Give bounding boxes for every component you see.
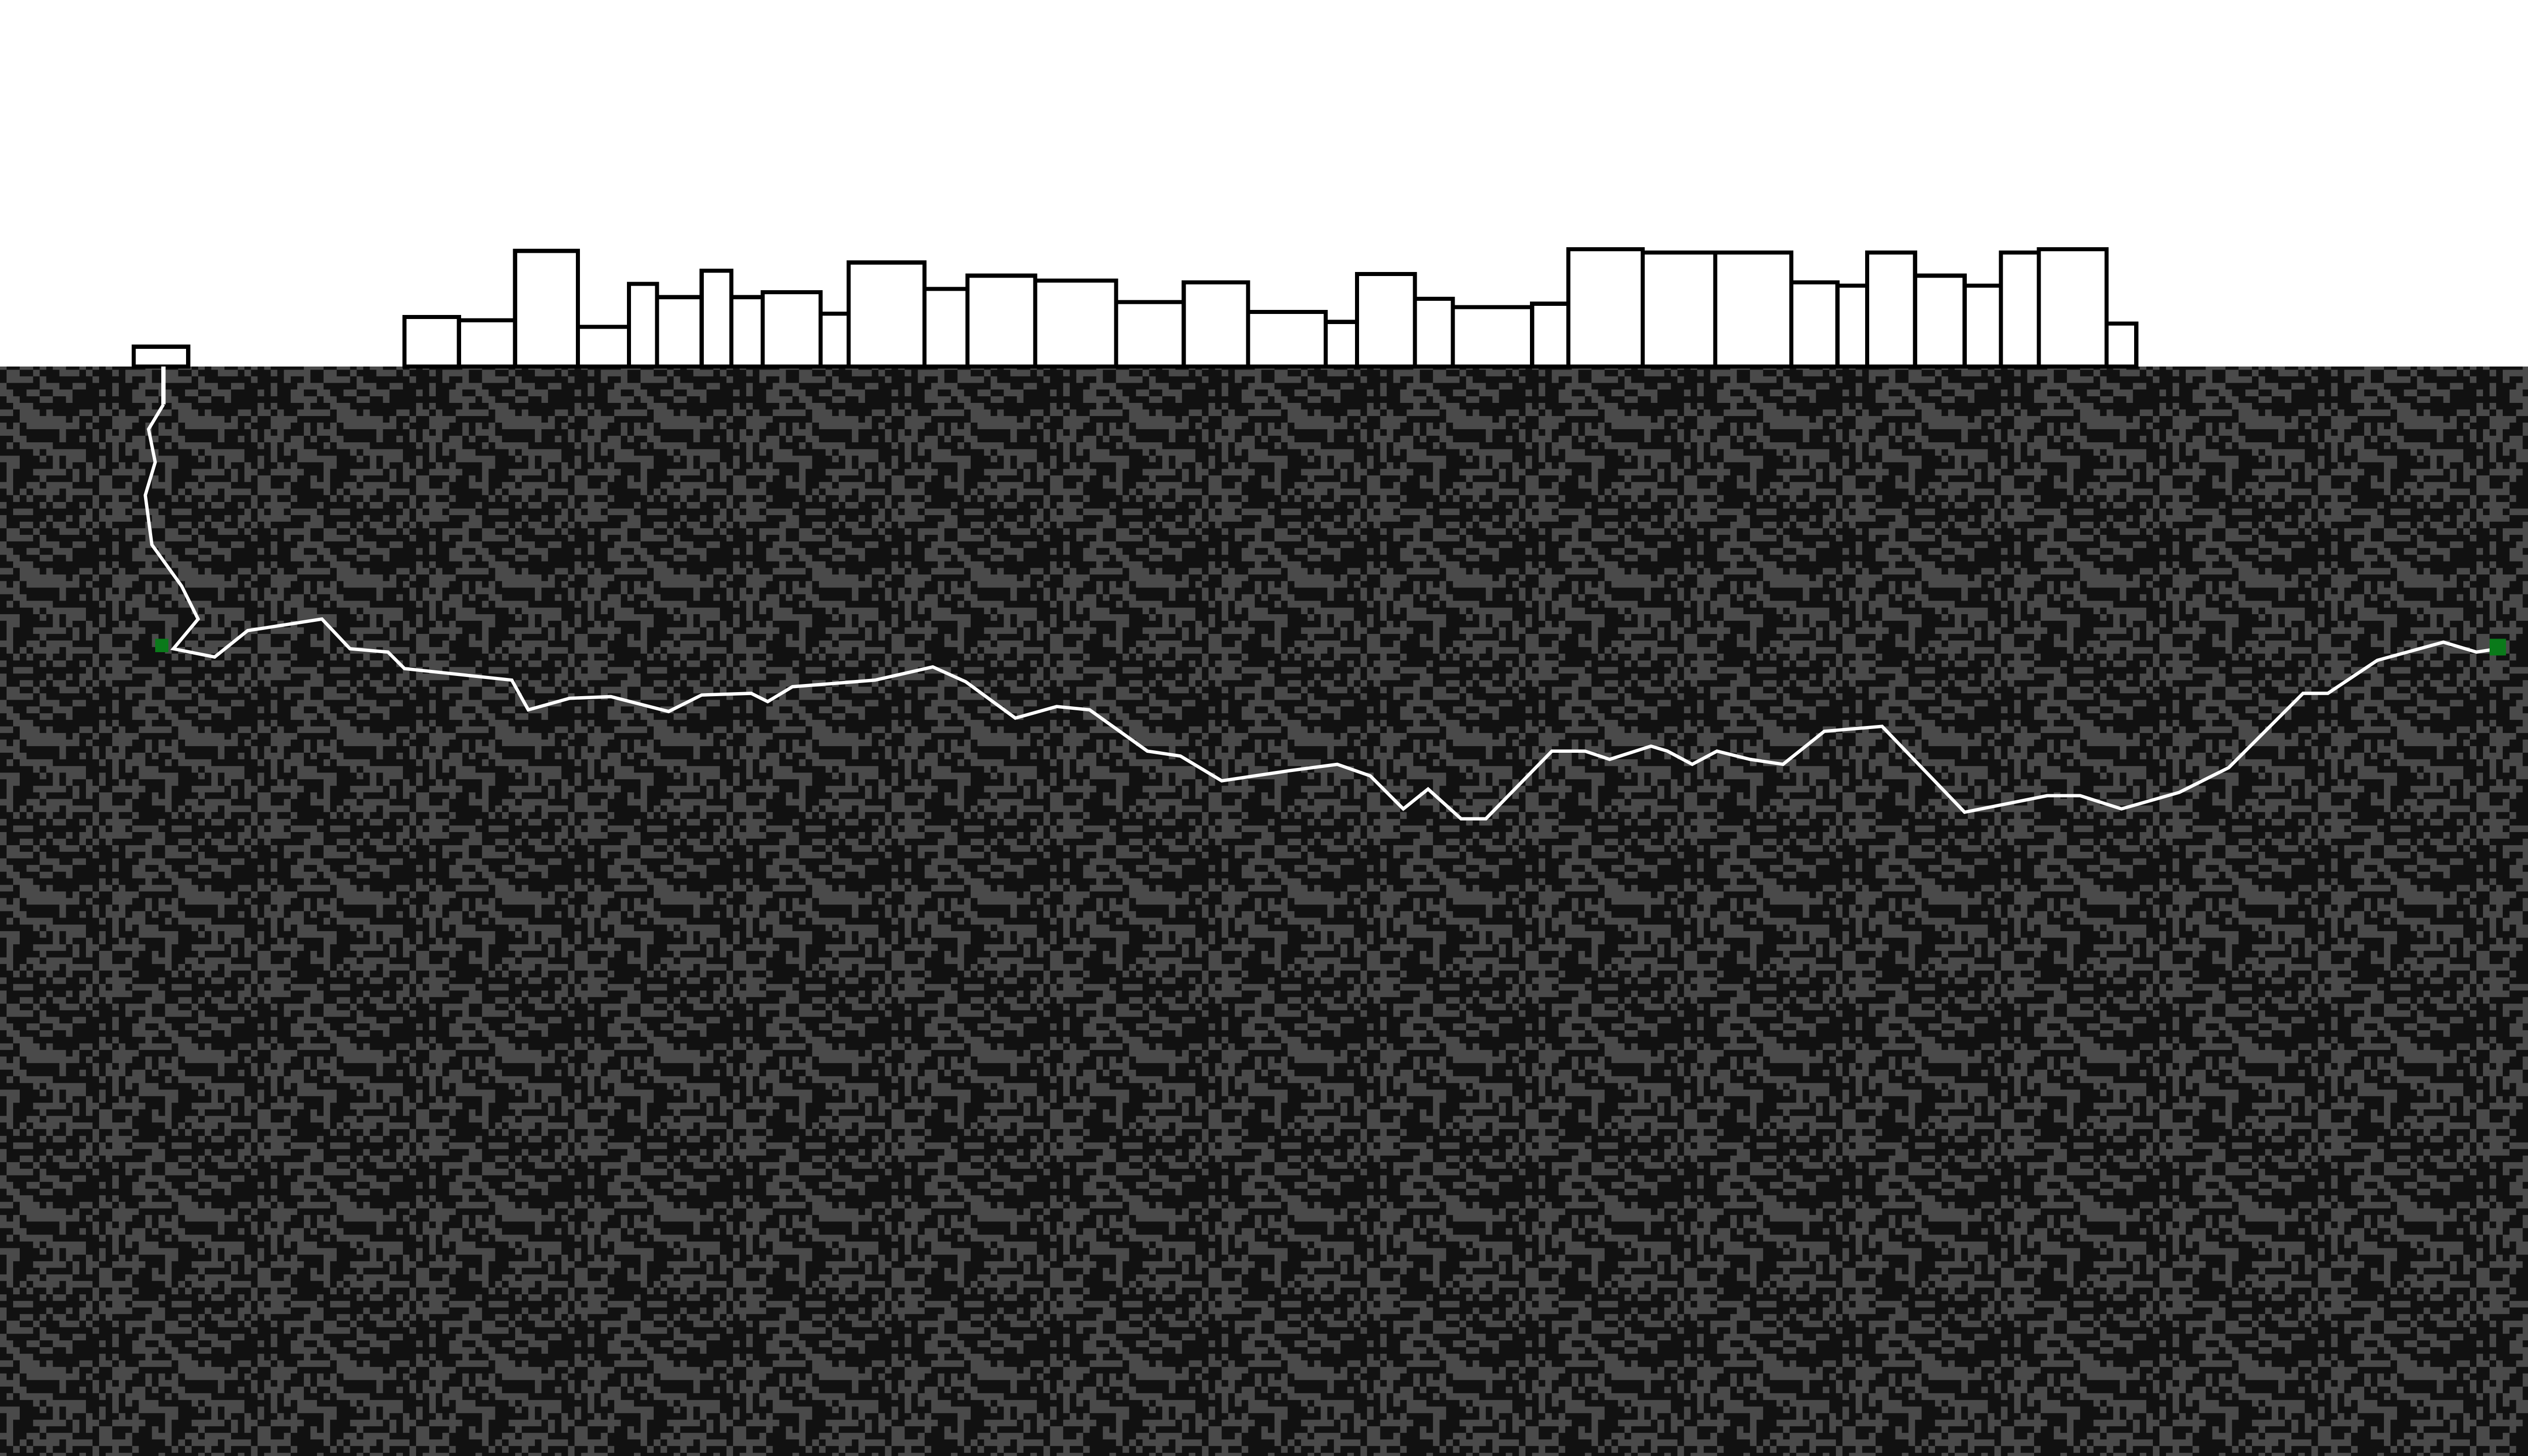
building <box>1451 305 1534 369</box>
building <box>1246 310 1328 369</box>
building <box>1566 247 1645 369</box>
start-marker <box>155 639 169 652</box>
building <box>1789 280 1840 369</box>
building <box>1033 279 1118 369</box>
building <box>965 274 1037 369</box>
building <box>1913 274 1967 369</box>
building <box>1713 250 1793 369</box>
building <box>655 295 704 369</box>
building <box>513 249 580 369</box>
building <box>699 268 734 369</box>
building <box>1355 271 1417 369</box>
ground <box>0 366 2528 1456</box>
building <box>1962 283 2003 369</box>
building <box>846 260 927 369</box>
building <box>1999 250 2041 369</box>
building <box>1640 250 1718 369</box>
tunnel-path <box>144 403 2498 821</box>
building <box>1182 280 1250 369</box>
building <box>457 318 517 369</box>
end-marker <box>2490 639 2506 656</box>
building <box>922 287 970 369</box>
building <box>2104 321 2139 369</box>
building <box>575 325 631 369</box>
building <box>729 295 765 369</box>
building <box>1114 300 1186 369</box>
buildings <box>131 247 2139 369</box>
building <box>131 344 191 369</box>
building <box>760 290 823 369</box>
building <box>1530 301 1571 369</box>
building <box>402 314 461 369</box>
building <box>1323 320 1360 369</box>
building <box>1413 296 1455 369</box>
building <box>2037 247 2109 369</box>
building <box>818 311 851 369</box>
building <box>1835 283 1870 369</box>
building <box>627 282 659 369</box>
building <box>1865 250 1917 369</box>
